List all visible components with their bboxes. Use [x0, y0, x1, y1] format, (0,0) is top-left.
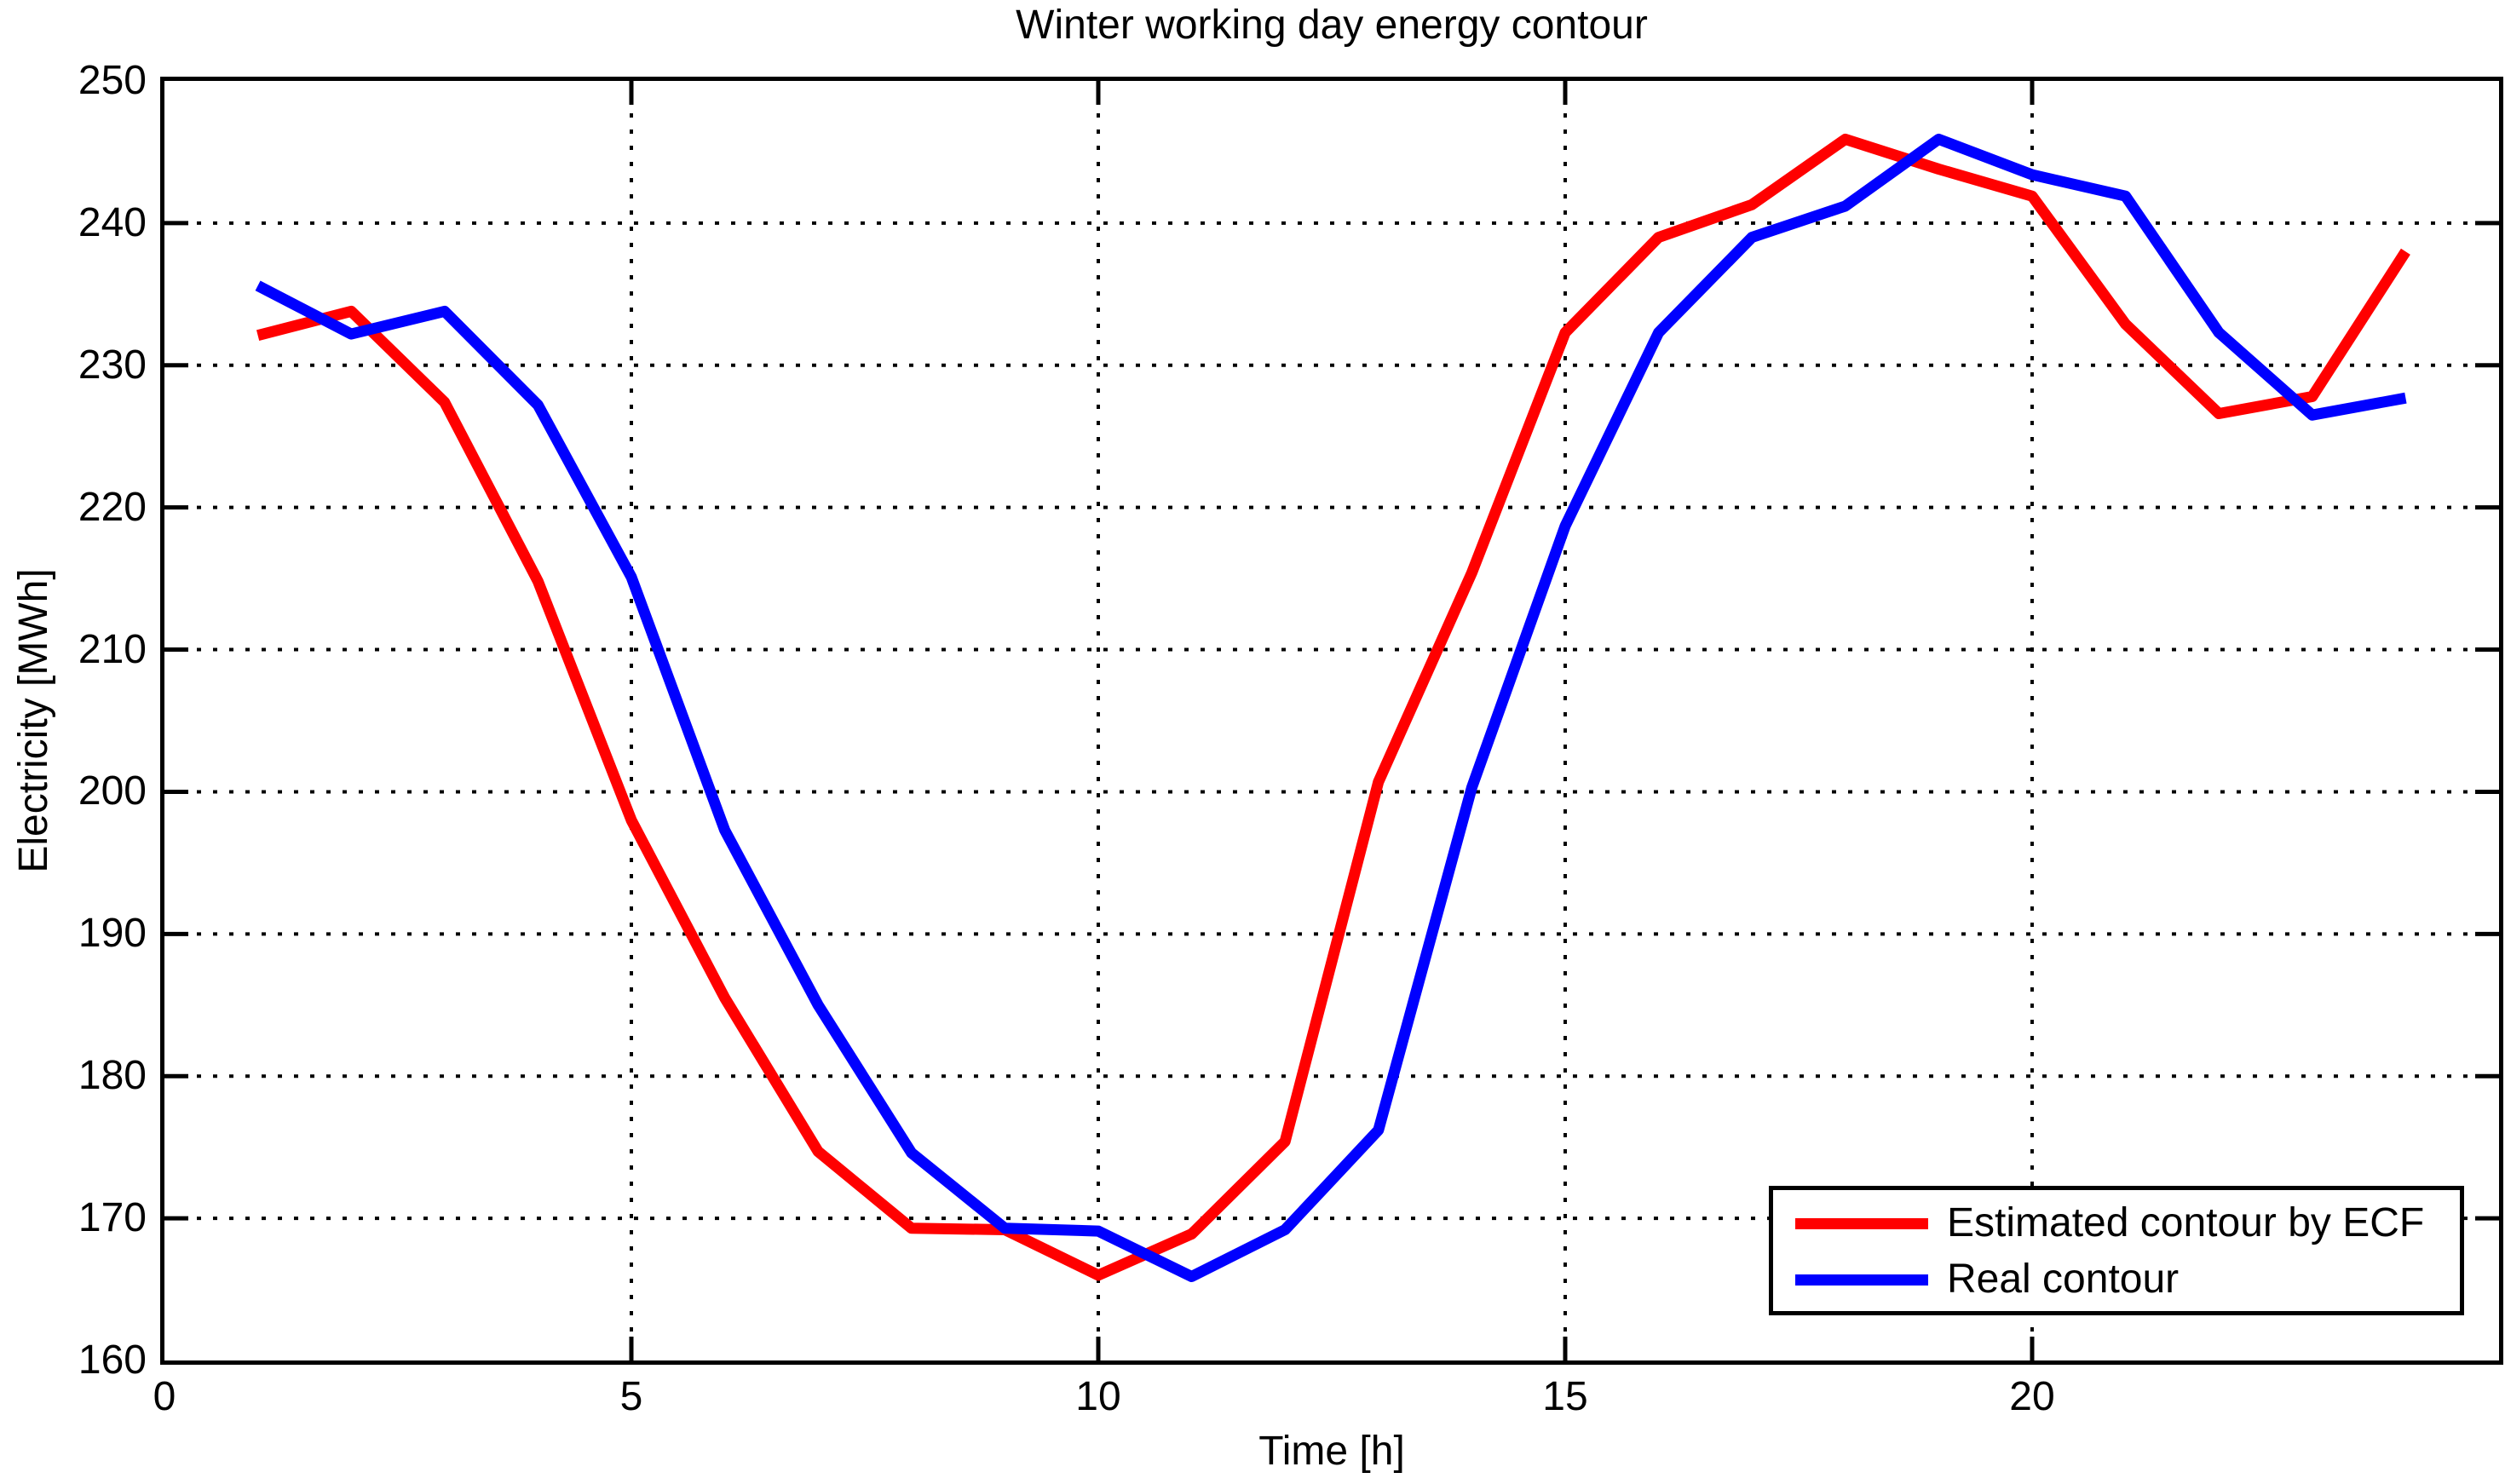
plot-area [160, 77, 2503, 1365]
y-tick-label: 230 [78, 342, 147, 388]
y-tick-label: 190 [78, 911, 147, 957]
y-tick-label: 250 [78, 58, 147, 103]
y-tick-label: 220 [78, 484, 147, 530]
y-tick-label: 170 [78, 1195, 147, 1241]
y-axis-label: Electricity [MWh] [11, 568, 56, 873]
x-tick-label: 0 [153, 1374, 176, 1419]
legend-line-sample-real [1795, 1274, 1928, 1286]
x-tick-label: 10 [1075, 1374, 1121, 1419]
x-tick-label: 20 [2009, 1374, 2055, 1419]
legend-label-ecf: Estimated contour by ECF [1947, 1200, 2425, 1245]
series-line-1 [255, 133, 2407, 1282]
x-tick-label: 5 [619, 1374, 643, 1419]
series-line-0 [256, 133, 2410, 1281]
y-tick-label: 200 [78, 768, 147, 814]
legend-label-real: Real contour [1947, 1257, 2180, 1302]
y-tick-label: 160 [78, 1337, 147, 1383]
x-axis-label: Time [h] [1258, 1429, 1405, 1474]
x-tick-label: 15 [1542, 1374, 1588, 1419]
legend: Estimated contour by ECF Real contour [1769, 1186, 2464, 1315]
chart-canvas [164, 81, 2499, 1360]
legend-item-ecf: Estimated contour by ECF [1773, 1195, 2460, 1251]
chart-title: Winter working day energy contour [1016, 3, 1648, 48]
legend-item-real: Real contour [1773, 1251, 2460, 1308]
y-tick-label: 240 [78, 199, 147, 245]
legend-line-sample-ecf [1795, 1217, 1928, 1229]
y-tick-label: 180 [78, 1053, 147, 1099]
y-tick-label: 210 [78, 626, 147, 672]
